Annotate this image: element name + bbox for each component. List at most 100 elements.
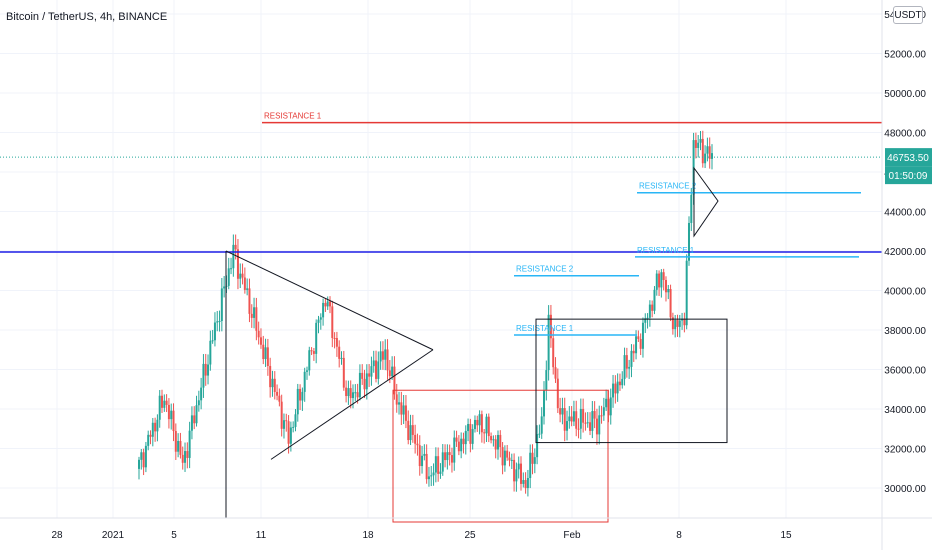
candle-body — [637, 336, 640, 339]
candle-body — [446, 452, 449, 461]
countdown-badge — [885, 166, 932, 185]
candle-body — [563, 408, 566, 431]
candle-body — [591, 411, 594, 431]
candle-body — [441, 452, 444, 472]
candle-body — [605, 398, 608, 408]
candle-body — [531, 452, 534, 464]
candle-body — [241, 273, 244, 278]
candle-body — [487, 416, 490, 437]
price-tick-label: 48000.00 — [884, 129, 926, 140]
candle-body — [190, 415, 193, 431]
candle-body — [404, 405, 407, 421]
candle-body — [540, 416, 543, 434]
candle-body — [471, 429, 474, 444]
candle-body — [568, 416, 571, 422]
candle-body — [356, 392, 359, 398]
candle-body — [213, 322, 216, 341]
candle-body — [683, 318, 686, 326]
candle-body — [147, 434, 150, 446]
candle-body — [223, 286, 226, 289]
candle-body — [690, 194, 693, 223]
currency-button[interactable]: USDT — [893, 6, 923, 24]
price-tick-label: 30000.00 — [884, 484, 926, 495]
candle-body — [243, 277, 246, 290]
candle-body — [370, 366, 373, 377]
candle-body — [335, 338, 338, 347]
candle-body — [549, 314, 552, 339]
candle-body — [179, 440, 182, 455]
candle-body — [582, 408, 585, 423]
candle-body — [186, 451, 189, 458]
candle-body — [711, 153, 713, 159]
candle-body — [236, 249, 239, 279]
candle-body — [513, 459, 516, 482]
candle-body — [250, 313, 253, 318]
candle-body — [536, 434, 539, 458]
candle-body — [167, 404, 170, 420]
candle-body — [379, 351, 382, 362]
price-tick-label: 40000.00 — [884, 287, 926, 298]
candle-body — [685, 260, 688, 326]
candle-body — [483, 432, 486, 434]
candle-body — [669, 288, 672, 318]
candle-body — [172, 410, 175, 432]
time-tick-label: 11 — [256, 530, 267, 541]
candle-body — [317, 319, 320, 323]
candle-body — [462, 438, 465, 445]
candle-body — [384, 349, 387, 360]
candle-body — [554, 367, 557, 379]
candle-body — [621, 378, 624, 386]
candle-body — [142, 452, 145, 468]
candle-body — [391, 366, 394, 377]
last-price-label: 46753.50 — [887, 153, 929, 164]
candle-body — [526, 478, 529, 489]
countdown-label: 01:50:09 — [889, 171, 928, 182]
candle-body — [432, 472, 435, 476]
candle-body — [664, 279, 667, 293]
candle-body — [407, 420, 410, 441]
candle-body — [616, 381, 619, 394]
candle-body — [289, 427, 292, 444]
candle-body — [644, 318, 647, 323]
candle-body — [331, 306, 334, 338]
candle-body — [676, 319, 679, 327]
candle-body — [377, 361, 380, 379]
candle-body — [646, 317, 649, 319]
time-tick-label: 18 — [362, 530, 374, 541]
candle-body — [395, 394, 398, 405]
candle-body — [478, 414, 481, 426]
candle-body — [667, 288, 670, 293]
time-tick-label: 5 — [171, 530, 177, 541]
candle-body — [234, 244, 237, 250]
candle-body — [200, 387, 203, 401]
candle-body — [448, 452, 451, 456]
candle-body — [257, 330, 260, 338]
candle-body — [708, 146, 711, 159]
candle-body — [586, 422, 589, 424]
candle-body — [570, 416, 573, 422]
candle-body — [259, 337, 262, 345]
candle-body — [524, 480, 527, 489]
candle-body — [156, 419, 159, 432]
candle-body — [457, 441, 460, 452]
time-tick-label: 28 — [51, 530, 63, 541]
candle-body — [310, 350, 313, 352]
candle-body — [639, 338, 642, 349]
candle-body — [296, 388, 299, 415]
candle-body — [381, 351, 384, 360]
candle-body — [319, 317, 322, 320]
candle-body — [294, 414, 297, 427]
candle-body — [517, 463, 520, 470]
candle-body — [480, 414, 483, 433]
candle-body — [430, 475, 433, 477]
candle-body — [138, 459, 140, 469]
candle-body — [292, 426, 295, 428]
candle-body — [195, 405, 198, 424]
price-tick-label: 34000.00 — [884, 405, 926, 416]
candle-body — [503, 450, 506, 466]
candle-body — [326, 301, 329, 307]
range-box-black — [535, 318, 728, 444]
candle-body — [165, 400, 168, 405]
candle-body — [704, 153, 707, 164]
